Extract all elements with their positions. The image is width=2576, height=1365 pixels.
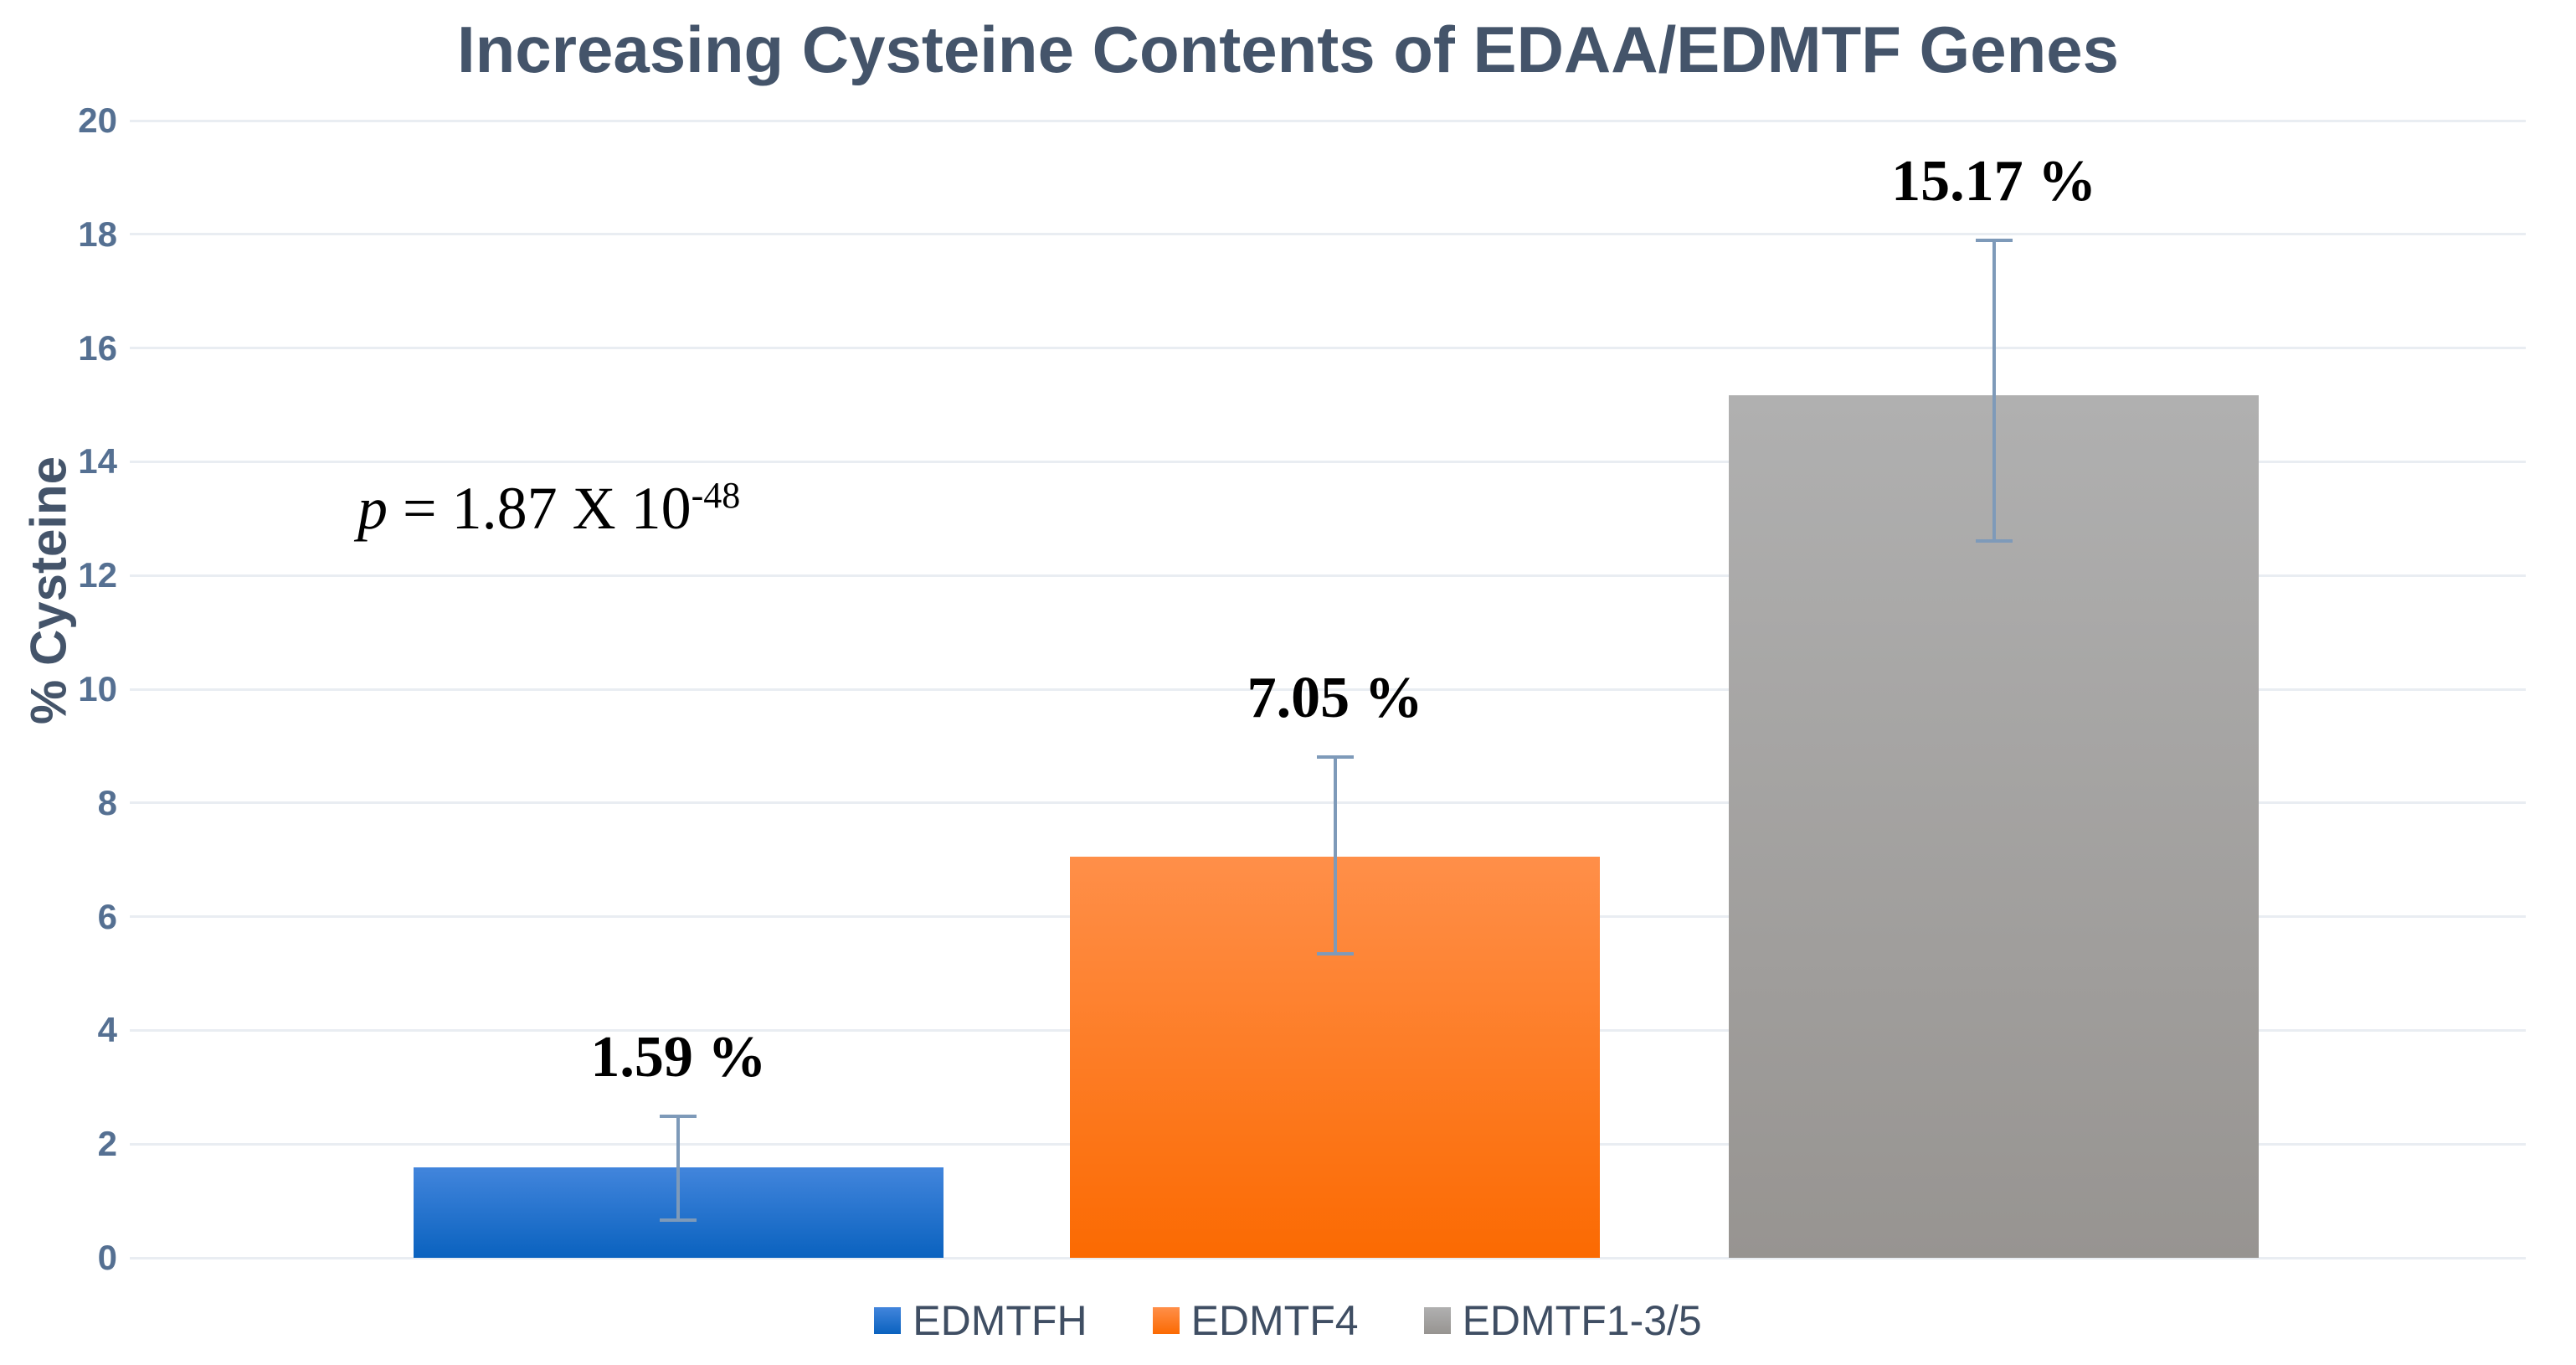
y-tick-label: 2 [97, 1124, 117, 1164]
legend-swatch-icon [874, 1307, 902, 1334]
plot-area: 1.59 % 7.05 % 15.17 % [130, 119, 2526, 1259]
gridline [130, 460, 2526, 463]
legend-item: EDMTF1-3/5 [1423, 1296, 1702, 1345]
gridline [130, 347, 2526, 350]
p-value-text: = 1.87 X 10 [388, 475, 692, 542]
error-bar [676, 1115, 681, 1220]
error-bar-cap [660, 1218, 697, 1222]
y-tick-label: 10 [78, 669, 117, 708]
error-bar-cap [660, 1114, 697, 1118]
y-tick-label: 14 [78, 441, 117, 482]
y-tick-label: 18 [78, 214, 117, 254]
gridline [130, 1256, 2526, 1259]
legend: EDMTFH EDMTF4 EDMTF1-3/5 [0, 1296, 2576, 1345]
gridline [130, 233, 2526, 236]
y-tick-label: 16 [78, 327, 117, 368]
legend-swatch-icon [1152, 1307, 1180, 1334]
legend-label: EDMTFH [913, 1297, 1087, 1344]
y-tick-label: 4 [97, 1010, 117, 1050]
p-value-exponent: -48 [691, 475, 741, 516]
data-label: 1.59 % [590, 1024, 767, 1089]
y-tick-label: 6 [97, 896, 117, 936]
legend-label: EDMTF1-3/5 [1462, 1297, 1702, 1344]
chart-title: Increasing Cysteine Contents of EDAA/EDM… [456, 13, 2119, 86]
error-bar-cap [1975, 238, 2013, 242]
error-bar-cap [1975, 539, 2013, 543]
gridline [130, 801, 2526, 805]
p-value-annotation: p = 1.87 X 10-48 [357, 474, 740, 543]
error-bar-cap [1316, 755, 1354, 760]
y-tick-label: 20 [78, 100, 117, 140]
error-bar [1333, 757, 1337, 954]
p-symbol: p [357, 475, 388, 542]
y-axis-tick-labels: 0 2 4 6 8 10 12 14 16 18 20 [0, 100, 122, 1277]
error-bar-cap [1316, 951, 1354, 956]
error-bar [1992, 240, 1996, 542]
gridline [130, 574, 2526, 577]
y-tick-label: 0 [97, 1238, 117, 1277]
gridline [130, 119, 2526, 122]
data-label: 15.17 % [1891, 148, 2097, 214]
y-tick-label: 12 [78, 555, 117, 595]
y-tick-label: 8 [97, 782, 117, 822]
legend-item: EDMTFH [874, 1296, 1087, 1345]
legend-label: EDMTF4 [1190, 1297, 1359, 1344]
gridline [130, 688, 2526, 691]
legend-swatch-icon [1423, 1307, 1451, 1334]
data-label: 7.05 % [1247, 666, 1423, 731]
legend-item: EDMTF4 [1152, 1296, 1359, 1345]
